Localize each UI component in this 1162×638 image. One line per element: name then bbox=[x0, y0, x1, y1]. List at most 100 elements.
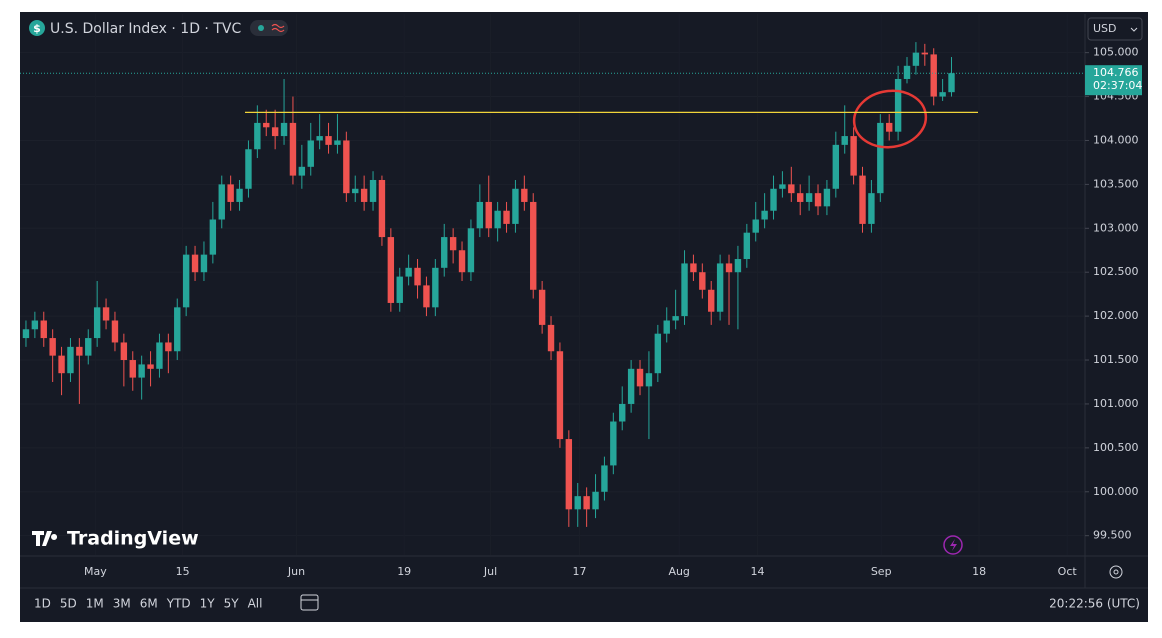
watermark: TradingView bbox=[67, 528, 199, 550]
candle-body bbox=[352, 188, 359, 194]
panel bbox=[20, 12, 1148, 622]
candle-body bbox=[894, 78, 902, 132]
candle-body bbox=[485, 201, 492, 229]
x-tick-label: 19 bbox=[397, 565, 411, 578]
candle-body bbox=[716, 263, 724, 312]
range-button[interactable]: 3M bbox=[113, 597, 131, 611]
candle-body bbox=[610, 421, 617, 466]
candle-body bbox=[948, 73, 955, 93]
symbol-title[interactable]: U.S. Dollar Index · 1D · TVC bbox=[50, 21, 241, 37]
candle-body bbox=[530, 201, 537, 290]
toolbar: 1D 5D 1M 3M 6M YTD 1Y 5Y All bbox=[34, 597, 262, 611]
currency[interactable]: USD bbox=[1093, 22, 1117, 35]
clock[interactable]: 20:22:56 (UTC) bbox=[1049, 597, 1140, 611]
candle-body bbox=[289, 122, 297, 176]
candle-body bbox=[601, 465, 608, 492]
y-tick-label: 99.500 bbox=[1093, 529, 1132, 542]
candle-body bbox=[761, 210, 768, 220]
candle-body bbox=[156, 342, 163, 369]
candle-body bbox=[218, 184, 225, 220]
candle-body bbox=[182, 254, 190, 308]
candles bbox=[22, 42, 955, 527]
candle-body bbox=[129, 360, 136, 378]
y-tick-label: 101.000 bbox=[1093, 397, 1139, 410]
range-button[interactable]: YTD bbox=[166, 597, 191, 611]
flash-icon[interactable] bbox=[943, 535, 963, 555]
y-tick-label: 104.000 bbox=[1093, 133, 1139, 146]
x-tick-label: Oct bbox=[1058, 565, 1078, 578]
candle-body bbox=[263, 122, 270, 128]
range-button[interactable]: 1D bbox=[34, 597, 51, 611]
candle-body bbox=[174, 307, 181, 352]
y-tick-label: 102.500 bbox=[1093, 265, 1139, 278]
candle-body bbox=[645, 373, 653, 387]
x-tick-label: 14 bbox=[750, 565, 764, 578]
candle-body bbox=[271, 127, 279, 137]
y-tick-label: 100.500 bbox=[1093, 441, 1139, 454]
status-dot bbox=[258, 25, 264, 31]
candle-body bbox=[432, 267, 439, 308]
range-button[interactable]: 5Y bbox=[224, 597, 240, 611]
logo bbox=[32, 531, 58, 546]
candle-body bbox=[770, 188, 777, 211]
y-tick-label: 101.500 bbox=[1093, 353, 1139, 366]
date-range-icon[interactable] bbox=[300, 594, 319, 611]
candle-body bbox=[396, 276, 403, 303]
candle-body bbox=[636, 368, 644, 387]
candle-body bbox=[414, 267, 421, 286]
candle-body bbox=[165, 342, 172, 352]
candle-body bbox=[458, 250, 466, 273]
candle-body bbox=[797, 193, 804, 202]
candle-body bbox=[147, 364, 154, 369]
status-pill bbox=[250, 20, 288, 36]
y-tick-label: 103.000 bbox=[1093, 221, 1139, 234]
candle-body bbox=[254, 122, 261, 150]
candle-body bbox=[307, 140, 314, 167]
candle-body bbox=[592, 491, 599, 510]
candle-body bbox=[369, 179, 377, 202]
candle-body bbox=[191, 254, 199, 273]
status-wave bbox=[271, 23, 285, 33]
range-button[interactable]: 1M bbox=[86, 597, 104, 611]
candle-body bbox=[538, 289, 546, 325]
candle-body bbox=[556, 351, 564, 440]
candle-body bbox=[681, 263, 688, 317]
y-tick-label: 105.000 bbox=[1093, 46, 1139, 59]
candle-body bbox=[734, 259, 742, 273]
range-button[interactable]: 5D bbox=[60, 597, 77, 611]
candle-body bbox=[788, 184, 795, 194]
candle-body bbox=[49, 338, 56, 356]
candle-body bbox=[236, 188, 243, 202]
candle-body bbox=[939, 92, 946, 97]
range-button[interactable]: 6M bbox=[140, 597, 158, 611]
candle-body bbox=[503, 210, 510, 224]
last-price-label: 104.766 bbox=[1093, 66, 1139, 79]
candle-body bbox=[120, 342, 128, 361]
currency-button[interactable] bbox=[1087, 17, 1143, 41]
highlight-circle bbox=[852, 89, 928, 149]
candle-body bbox=[672, 316, 679, 321]
candle-body bbox=[280, 122, 288, 137]
candle-body bbox=[405, 267, 412, 277]
candle-body bbox=[102, 307, 110, 321]
candle-body bbox=[823, 188, 831, 207]
x-tick-label: Sep bbox=[871, 565, 892, 578]
settings-icon[interactable] bbox=[1109, 565, 1123, 579]
candle-body bbox=[619, 403, 626, 422]
candle-body bbox=[868, 193, 875, 224]
range-button[interactable]: All bbox=[248, 597, 263, 611]
candle-body bbox=[316, 136, 323, 141]
candle-body bbox=[476, 201, 484, 229]
candle-body bbox=[67, 346, 74, 374]
candle-body bbox=[423, 285, 430, 308]
x-tick-label: Jul bbox=[483, 565, 497, 578]
candle-body bbox=[227, 184, 234, 202]
y-tick-label: 103.500 bbox=[1093, 177, 1139, 190]
candle-body bbox=[22, 329, 30, 339]
range-button[interactable]: 1Y bbox=[200, 597, 216, 611]
candle-body bbox=[40, 320, 47, 339]
settings-dot bbox=[1113, 569, 1119, 575]
candle-body bbox=[814, 193, 822, 207]
